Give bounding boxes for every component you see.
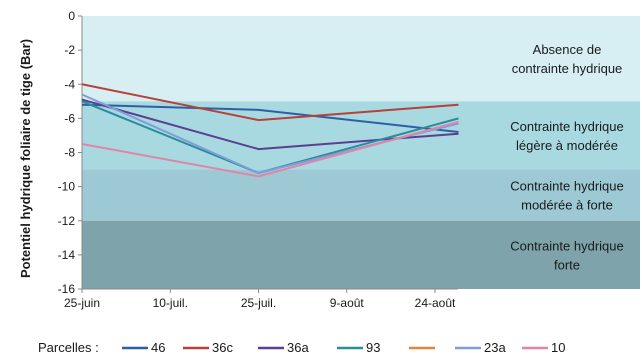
x-tick-label: 24-août bbox=[415, 296, 456, 310]
y-tick-label: -4 bbox=[64, 77, 75, 91]
series-line-46 bbox=[81, 103, 459, 134]
y-tick-label: -8 bbox=[64, 146, 75, 160]
zone-label: Absence de bbox=[533, 42, 602, 57]
x-tick-label: 25-juil. bbox=[241, 296, 276, 310]
y-axis-label: Potentiel hydrique foliaire de tige (Bar… bbox=[18, 39, 33, 278]
y-tick-label: -10 bbox=[58, 180, 76, 194]
zone-label: contrainte hydrique bbox=[512, 61, 623, 76]
zone-label: Contrainte hydrique bbox=[510, 119, 623, 134]
zone-label: modérée à forte bbox=[521, 198, 613, 213]
legend-label: 23a bbox=[484, 340, 506, 355]
y-tick-label: -12 bbox=[58, 214, 76, 228]
series-line-36c bbox=[81, 83, 459, 122]
series-line-36a bbox=[81, 98, 459, 151]
legend-label: 36a bbox=[287, 340, 309, 355]
zone-label: légère à modérée bbox=[516, 138, 618, 153]
zone-band bbox=[82, 16, 640, 102]
series-line-10 bbox=[81, 120, 459, 178]
series-layer bbox=[81, 83, 459, 178]
zone-label: forte bbox=[554, 257, 580, 272]
zone-label: Contrainte hydrique bbox=[510, 238, 623, 253]
zone-band bbox=[82, 169, 640, 221]
legend-label: 93 bbox=[366, 340, 380, 355]
legend: Parcelles : 46 36c 36a 93 23a 10 bbox=[38, 340, 565, 355]
x-tick-label: 10-juil. bbox=[153, 296, 188, 310]
y-tick-label: -2 bbox=[64, 43, 75, 57]
legend-title: Parcelles : bbox=[38, 340, 99, 355]
zone-band bbox=[82, 220, 640, 289]
x-tick-label: 9-août bbox=[330, 296, 365, 310]
zone-label: Contrainte hydrique bbox=[510, 179, 623, 194]
y-tick-label: -16 bbox=[58, 282, 76, 296]
zones-layer: Absence de contrainte hydrique Contrainte … bbox=[82, 16, 640, 289]
y-tick-label: -14 bbox=[58, 248, 76, 262]
y-tick-label: -6 bbox=[64, 111, 75, 125]
legend-label: 10 bbox=[551, 340, 565, 355]
legend-label: 46 bbox=[151, 340, 165, 355]
x-tick-label: 25-juin bbox=[64, 296, 100, 310]
y-tick-label: 0 bbox=[68, 9, 75, 23]
legend-label: 36c bbox=[212, 340, 233, 355]
